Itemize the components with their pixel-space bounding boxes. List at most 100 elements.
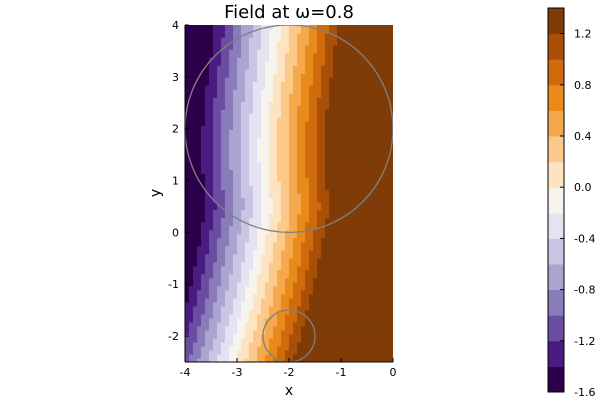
field-cell (261, 305, 266, 311)
field-cell (373, 301, 378, 307)
field-cell (381, 157, 386, 162)
field-cell (249, 169, 254, 175)
field-cell (185, 337, 190, 343)
field-cell (293, 193, 298, 199)
field-cell (205, 105, 210, 110)
field-cell (197, 45, 202, 50)
field-cell (197, 77, 202, 82)
field-cell (217, 213, 222, 219)
colorbar-swatch (548, 289, 564, 316)
field-cell (269, 221, 274, 227)
field-cell (381, 337, 386, 343)
field-cell (377, 117, 382, 122)
field-cell (289, 89, 294, 94)
field-cell (189, 357, 194, 362)
field-cell (389, 117, 393, 122)
field-cell (337, 261, 342, 267)
field-cell (309, 153, 314, 158)
field-cell (197, 293, 202, 299)
field-cell (337, 185, 342, 191)
field-cell (337, 45, 342, 50)
field-cell (321, 173, 326, 179)
field-cell (297, 157, 302, 162)
field-cell (189, 173, 194, 179)
field-cell (353, 65, 358, 70)
field-cell (321, 189, 326, 195)
field-cell (213, 69, 218, 74)
field-cell (241, 337, 246, 343)
field-cell (385, 113, 390, 118)
field-cell (281, 305, 286, 311)
field-cell (205, 217, 210, 223)
field-cell (209, 345, 214, 351)
field-cell (333, 217, 338, 223)
field-cell (361, 193, 366, 199)
field-cell (341, 245, 346, 251)
field-cell (313, 125, 318, 130)
field-cell (285, 353, 290, 359)
field-cell (213, 77, 218, 82)
field-cell (225, 349, 230, 355)
field-cell (273, 345, 278, 351)
field-cell (385, 285, 390, 291)
field-cell (277, 129, 282, 134)
field-cell (305, 201, 310, 207)
field-cell (217, 245, 222, 251)
field-cell (193, 161, 198, 167)
field-cell (217, 217, 222, 223)
field-cell (229, 265, 234, 271)
field-cell (277, 273, 282, 279)
field-cell (261, 149, 266, 154)
field-cell (265, 129, 270, 134)
field-cell (385, 305, 390, 311)
field-cell (249, 105, 254, 110)
field-cell (185, 65, 190, 70)
field-cell (241, 133, 246, 138)
field-cell (293, 81, 298, 86)
field-cell (197, 273, 202, 279)
field-cell (197, 193, 202, 199)
field-cell (225, 189, 230, 195)
field-cell (253, 229, 258, 235)
field-cell (225, 257, 230, 263)
field-cell (257, 65, 262, 70)
field-cell (229, 241, 234, 247)
field-cell (313, 289, 318, 295)
field-cell (241, 245, 246, 251)
field-cell (369, 29, 374, 34)
field-cell (221, 285, 226, 291)
field-cell (277, 97, 282, 102)
field-cell (237, 117, 242, 122)
field-cell (293, 121, 298, 126)
field-cell (365, 225, 370, 231)
field-cell (213, 41, 218, 46)
field-cell (209, 221, 214, 227)
field-cell (225, 301, 230, 307)
field-cell (289, 109, 294, 114)
field-cell (197, 173, 202, 179)
field-cell (373, 261, 378, 267)
field-cell (293, 73, 298, 78)
field-cell (209, 153, 214, 158)
field-cell (321, 325, 326, 331)
field-cell (193, 61, 198, 66)
field-cell (357, 285, 362, 291)
field-cell (341, 297, 346, 303)
field-cell (293, 129, 298, 134)
field-cell (241, 241, 246, 247)
field-cell (205, 273, 210, 279)
field-cell (377, 37, 382, 42)
field-cell (241, 101, 246, 106)
field-cell (281, 181, 286, 187)
field-cell (345, 29, 350, 34)
field-cell (341, 69, 346, 74)
field-cell (217, 257, 222, 263)
field-cell (361, 113, 366, 118)
field-cell (345, 353, 350, 359)
field-cell (285, 193, 290, 199)
field-cell (257, 217, 262, 223)
x-tick-label: 0 (390, 366, 397, 379)
field-cell (257, 109, 262, 114)
field-cell (345, 333, 350, 339)
field-cell (321, 245, 326, 251)
